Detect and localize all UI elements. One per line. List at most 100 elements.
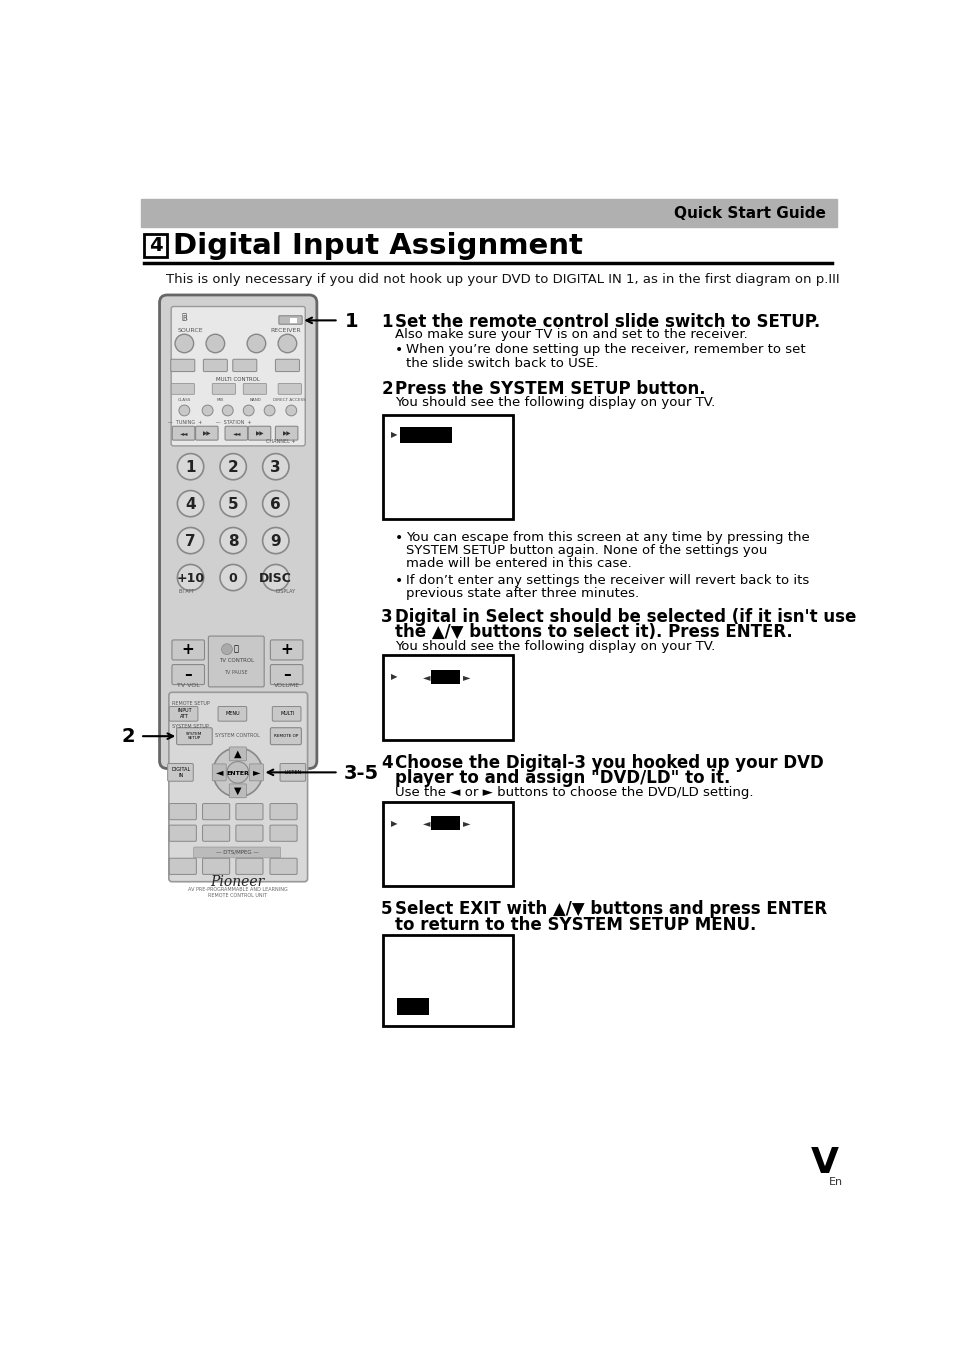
- FancyBboxPatch shape: [203, 360, 227, 372]
- Text: made will be entered in this case.: made will be entered in this case.: [406, 557, 631, 570]
- Bar: [431, 670, 459, 683]
- FancyBboxPatch shape: [212, 384, 235, 395]
- FancyBboxPatch shape: [193, 847, 280, 857]
- Text: MULTI CONTROL: MULTI CONTROL: [215, 377, 259, 383]
- FancyBboxPatch shape: [171, 384, 194, 395]
- Text: CHANNEL +: CHANNEL +: [265, 439, 294, 443]
- Circle shape: [177, 491, 204, 516]
- Text: 2: 2: [121, 728, 134, 747]
- FancyBboxPatch shape: [270, 728, 301, 744]
- Text: 7: 7: [185, 534, 195, 549]
- FancyBboxPatch shape: [235, 859, 263, 875]
- Text: —  TUNING  +         —  STATION  +: — TUNING + — STATION +: [168, 419, 252, 425]
- Text: CLASS: CLASS: [177, 398, 191, 402]
- Text: ▶▶: ▶▶: [203, 431, 212, 435]
- Text: ►: ►: [253, 767, 260, 778]
- Text: Digital in Select should be selected (if it isn't use: Digital in Select should be selected (if…: [395, 608, 856, 625]
- Text: En: En: [828, 1177, 842, 1188]
- Text: VOLUME: VOLUME: [274, 683, 299, 687]
- Text: ◄◄: ◄◄: [180, 431, 189, 435]
- Text: INPUT
ATT: INPUT ATT: [177, 709, 192, 720]
- Circle shape: [179, 406, 190, 417]
- Circle shape: [220, 527, 246, 554]
- Circle shape: [202, 406, 213, 417]
- Text: ◄: ◄: [422, 671, 430, 682]
- Text: player to and assign "DVD/LD" to it.: player to and assign "DVD/LD" to it.: [395, 770, 730, 787]
- FancyBboxPatch shape: [212, 764, 226, 780]
- Text: Choose the Digital-3 you hooked up your DVD: Choose the Digital-3 you hooked up your …: [395, 754, 823, 772]
- Text: •: •: [395, 574, 403, 588]
- Text: ◄: ◄: [215, 767, 223, 778]
- Text: 🔒: 🔒: [233, 644, 238, 654]
- Text: MIX: MIX: [216, 398, 224, 402]
- Text: You should see the following display on your TV.: You should see the following display on …: [395, 640, 715, 652]
- Bar: [396, 998, 429, 1015]
- Text: –: –: [184, 667, 192, 682]
- Text: Pioneer: Pioneer: [211, 875, 265, 888]
- Text: the slide switch back to USE.: the slide switch back to USE.: [406, 357, 598, 369]
- FancyBboxPatch shape: [171, 306, 305, 446]
- Text: ◄◄: ◄◄: [233, 431, 241, 435]
- Text: 8: 8: [228, 534, 238, 549]
- FancyBboxPatch shape: [172, 640, 204, 661]
- Text: 3-5: 3-5: [343, 763, 378, 783]
- Text: SYSTEM CONTROL: SYSTEM CONTROL: [215, 733, 260, 737]
- Text: ▲: ▲: [233, 749, 241, 759]
- Text: Set the remote control slide switch to SETUP.: Set the remote control slide switch to S…: [395, 313, 820, 330]
- Text: 3: 3: [381, 608, 393, 625]
- FancyBboxPatch shape: [270, 859, 296, 875]
- FancyBboxPatch shape: [171, 360, 194, 372]
- FancyBboxPatch shape: [208, 636, 264, 687]
- FancyBboxPatch shape: [169, 859, 196, 875]
- Text: 4: 4: [185, 497, 195, 512]
- FancyBboxPatch shape: [225, 426, 247, 439]
- FancyBboxPatch shape: [169, 825, 196, 841]
- Text: ►: ►: [462, 818, 470, 828]
- Text: When you’re done setting up the receiver, remember to set: When you’re done setting up the receiver…: [406, 344, 804, 356]
- Text: DISPLAY: DISPLAY: [274, 589, 294, 594]
- FancyBboxPatch shape: [270, 803, 296, 820]
- Circle shape: [220, 453, 246, 480]
- Text: 1: 1: [381, 313, 393, 330]
- FancyBboxPatch shape: [169, 706, 197, 721]
- Text: 1: 1: [344, 311, 358, 330]
- Text: REMOTE OP: REMOTE OP: [274, 735, 297, 739]
- FancyBboxPatch shape: [195, 426, 218, 439]
- Text: –: –: [282, 667, 291, 682]
- Text: ENTER: ENTER: [226, 771, 249, 775]
- Text: This is only necessary if you did not hook up your DVD to DIGITAL IN 1, as in th: This is only necessary if you did not ho…: [166, 274, 839, 286]
- Text: V: V: [810, 1146, 838, 1180]
- Text: Also make sure your TV is on and set to the receiver.: Also make sure your TV is on and set to …: [395, 328, 747, 341]
- Text: DISC: DISC: [259, 572, 292, 585]
- Text: SYSTEM SETUP button again. None of the settings you: SYSTEM SETUP button again. None of the s…: [406, 543, 766, 557]
- Text: Press the SYSTEM SETUP button.: Press the SYSTEM SETUP button.: [395, 380, 705, 399]
- Text: 5: 5: [381, 900, 393, 918]
- Text: DIRECT ACCESS: DIRECT ACCESS: [274, 398, 306, 402]
- FancyBboxPatch shape: [168, 763, 193, 782]
- FancyBboxPatch shape: [172, 426, 194, 439]
- Circle shape: [221, 644, 233, 655]
- Text: SOURCE: SOURCE: [177, 328, 203, 333]
- FancyBboxPatch shape: [235, 825, 263, 841]
- FancyBboxPatch shape: [169, 803, 196, 820]
- Circle shape: [286, 406, 296, 417]
- Circle shape: [262, 565, 289, 590]
- FancyBboxPatch shape: [275, 426, 297, 439]
- Text: ▼: ▼: [233, 786, 241, 795]
- FancyBboxPatch shape: [159, 295, 316, 768]
- Circle shape: [262, 491, 289, 516]
- Text: 3: 3: [271, 460, 281, 474]
- FancyBboxPatch shape: [248, 426, 271, 439]
- Circle shape: [227, 762, 249, 783]
- Text: Use the ◄ or ► buttons to choose the DVD/LD setting.: Use the ◄ or ► buttons to choose the DVD…: [395, 786, 753, 799]
- Circle shape: [213, 748, 262, 797]
- Text: ▶▶: ▶▶: [255, 431, 264, 435]
- Text: MULTI: MULTI: [280, 712, 294, 716]
- Text: BAND: BAND: [250, 398, 261, 402]
- Text: 4: 4: [381, 754, 393, 772]
- Text: R: R: [183, 314, 188, 321]
- Text: ▶: ▶: [390, 673, 396, 681]
- Bar: [399, 427, 452, 442]
- Bar: [382, 655, 513, 740]
- Text: AV PRE-PROGRAMMABLE AND LEARNING
REMOTE CONTROL UNIT: AV PRE-PROGRAMMABLE AND LEARNING REMOTE …: [188, 887, 288, 898]
